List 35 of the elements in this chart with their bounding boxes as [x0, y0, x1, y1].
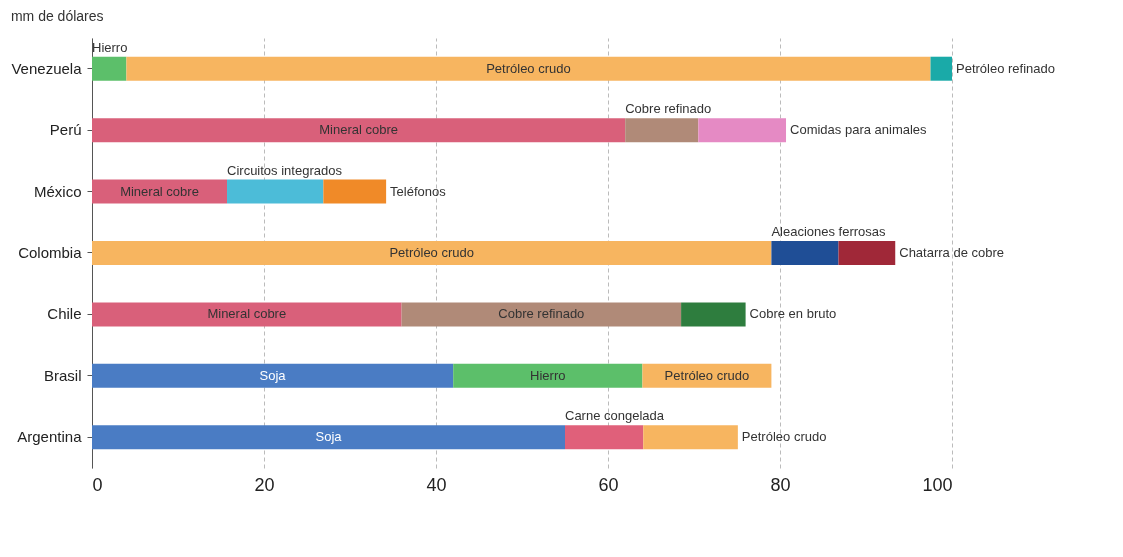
chart-title: mm de dólares — [10, 8, 104, 24]
y-tick-label: Venezuela — [11, 59, 83, 77]
series-label: Cobre en bruto — [749, 306, 837, 322]
y-tick-label: Colombia — [18, 244, 83, 261]
y-tick-label: México — [33, 182, 82, 200]
text: Petróleo crudo — [741, 429, 827, 445]
series-label: Aleaciones ferrosas — [771, 224, 887, 239]
text: Soja — [315, 429, 342, 445]
series-label: Chatarra de cobre — [899, 245, 1005, 260]
series-label: Petróleo refinado — [956, 60, 1056, 76]
series-label: Teléfonos — [390, 183, 447, 199]
x-tick-label: 40 — [426, 474, 447, 495]
x-tick-label: 100 — [922, 474, 953, 495]
y-tick-label: Perú — [49, 121, 82, 139]
text: Hierro — [530, 367, 566, 383]
x-tick-label: 60 — [598, 474, 619, 495]
series-label: Comidas para animales — [790, 122, 928, 138]
y-tick-label: Brasil — [43, 366, 82, 384]
x-tick-label: 20 — [254, 474, 275, 495]
text: Cobre refinado — [498, 306, 585, 322]
y-tick-label: Argentina — [17, 428, 83, 446]
series-label: Circuitos integrados — [227, 162, 343, 178]
series-label: Soja — [259, 367, 287, 383]
text: Mineral cobre — [120, 183, 199, 199]
series-label: Petróleo crudo — [486, 60, 571, 76]
series-label: Mineral cobre — [319, 122, 398, 138]
y-tick-label: Chile — [47, 305, 82, 323]
series-label: Cobre refinado — [625, 101, 712, 117]
x-tick-label: 80 — [770, 474, 791, 495]
series-label: Carne congelada — [565, 408, 665, 424]
text: Mineral cobre — [207, 306, 287, 322]
series-label: Hierro — [92, 39, 128, 55]
x-tick-label: 0 — [92, 474, 103, 495]
text: Petróleo crudo — [664, 367, 750, 383]
text: Petróleo crudo — [389, 245, 474, 260]
